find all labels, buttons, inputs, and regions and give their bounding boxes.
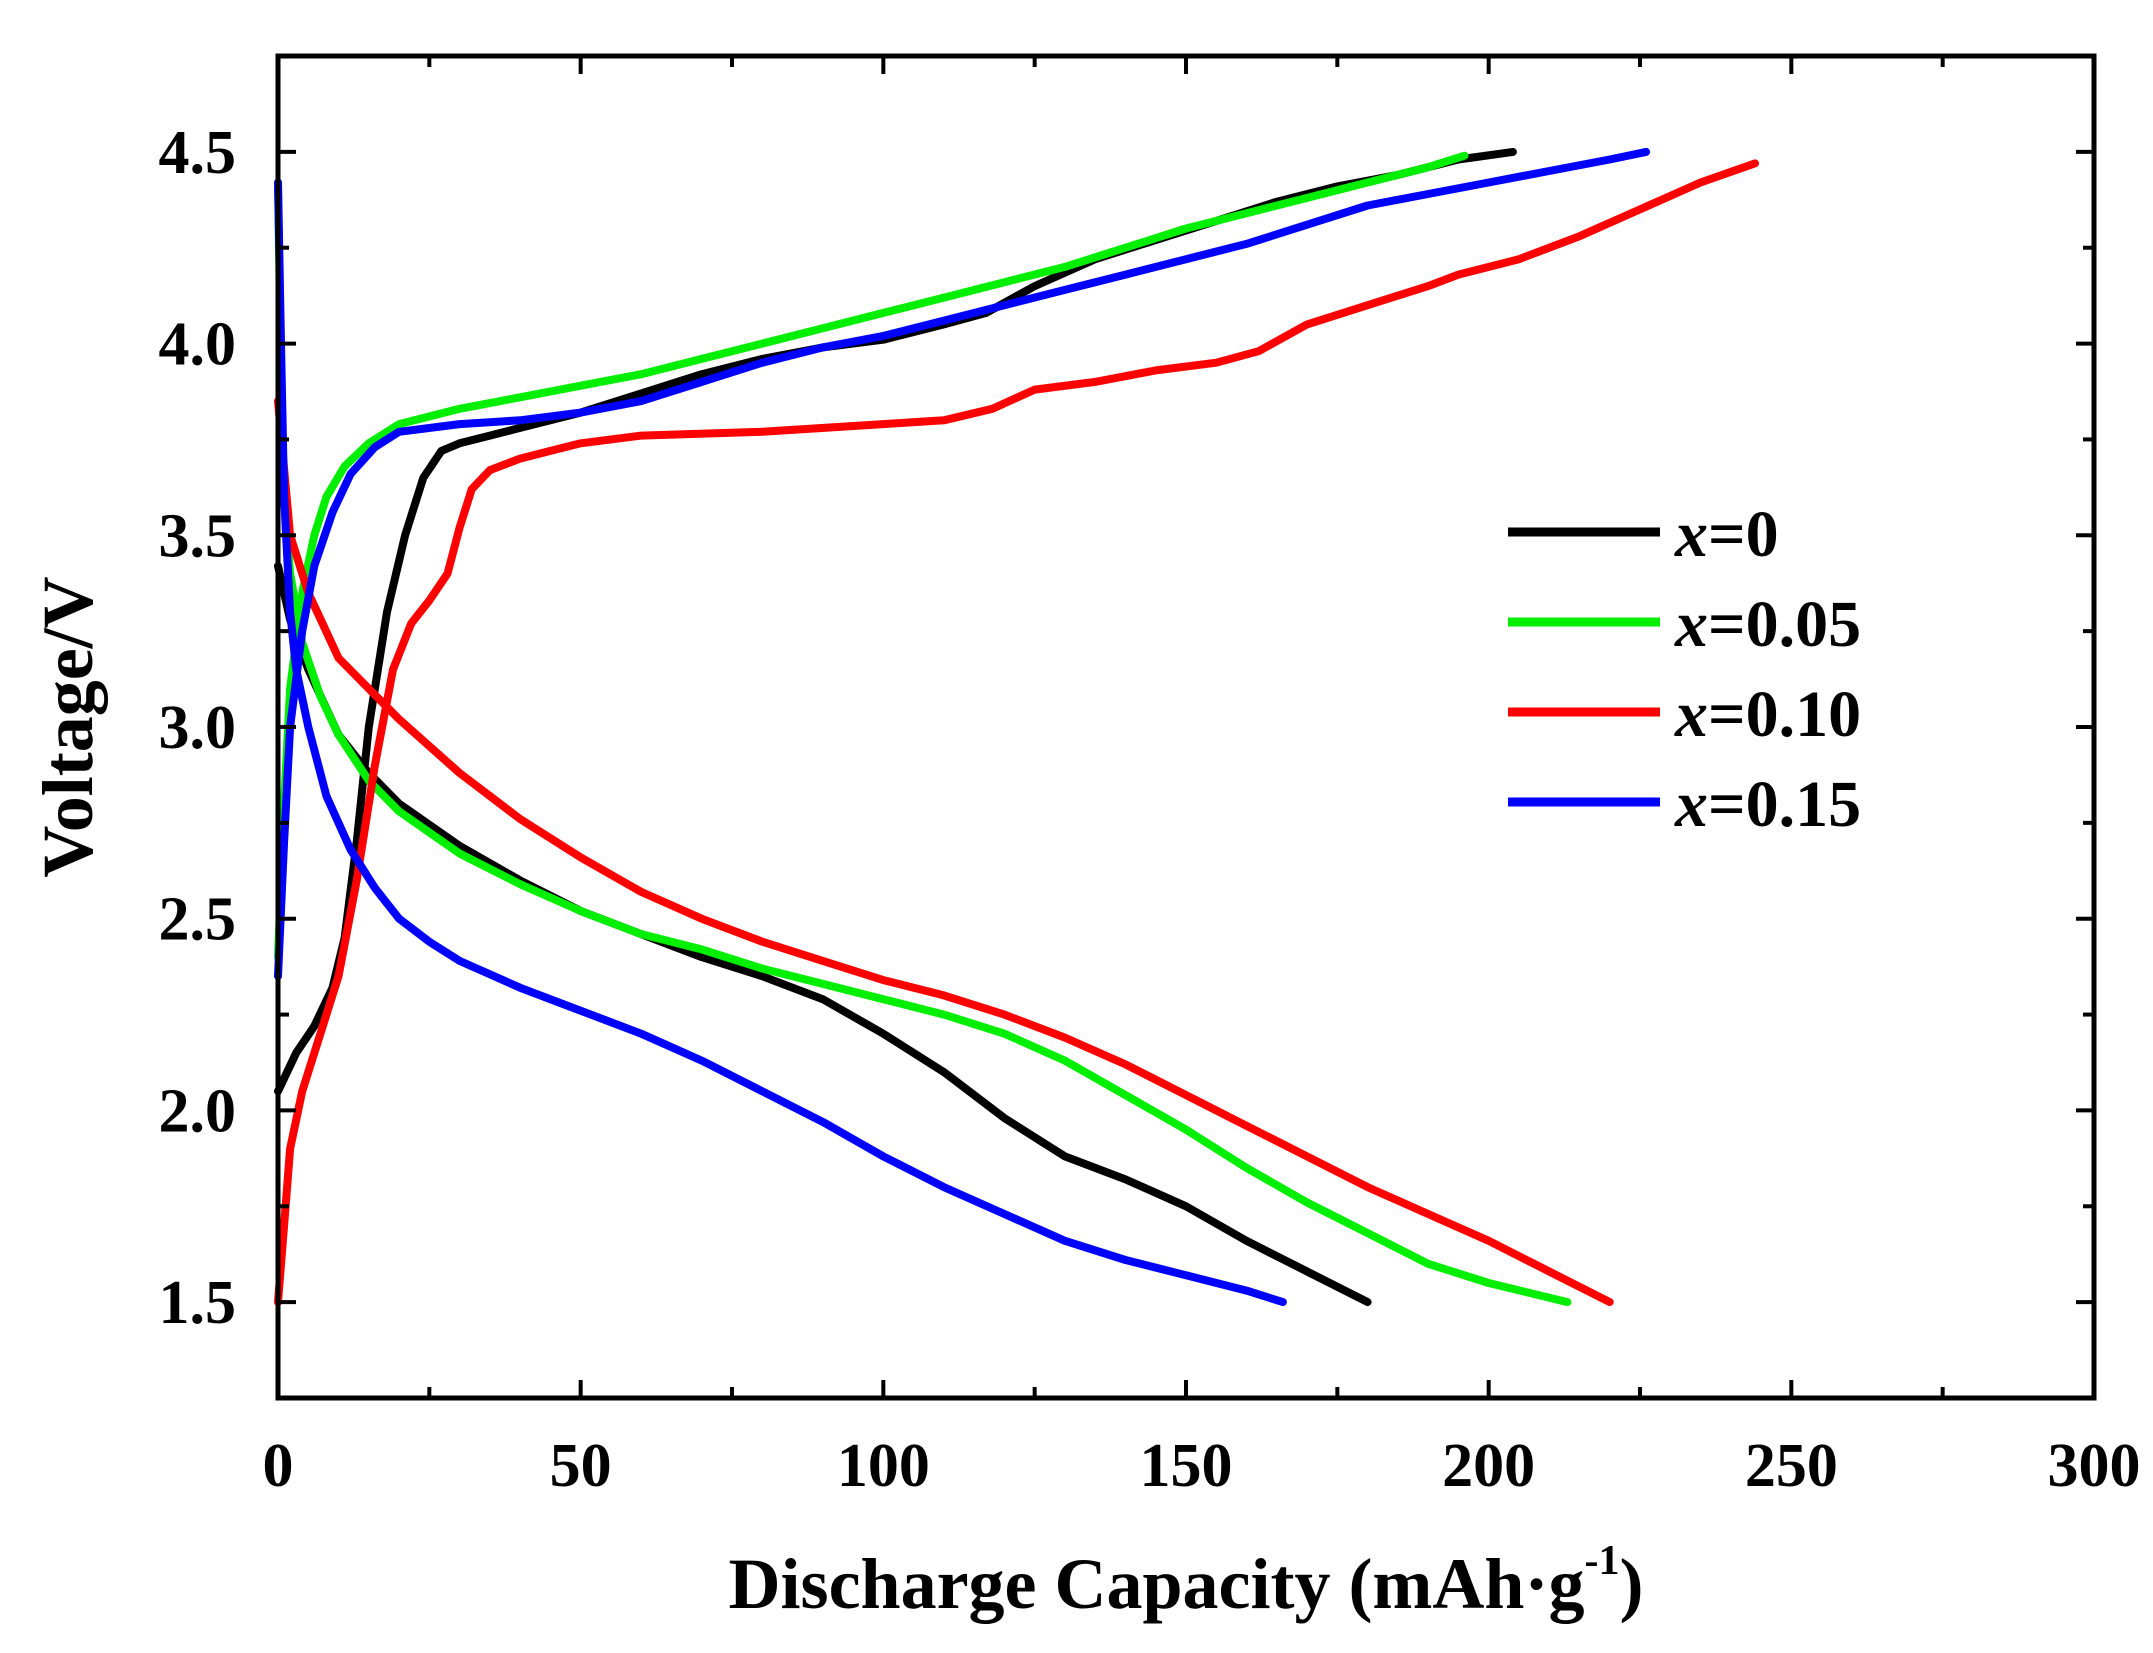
legend-value: =0.05 xyxy=(1708,588,1861,661)
x-tick-label: 50 xyxy=(550,1432,612,1500)
legend: x=0x=0.05x=0.10x=0.15 xyxy=(1508,498,1861,841)
x-axis-title-suffix: ) xyxy=(1619,1544,1643,1624)
x-tick-label: 200 xyxy=(1442,1432,1535,1500)
legend-variable: x xyxy=(1674,678,1708,751)
series-3-discharge-curve xyxy=(274,178,1287,1307)
x-tick-label: 300 xyxy=(2048,1432,2141,1500)
series-2-charge-curve xyxy=(274,159,1759,1307)
y-tick-label: 3.5 xyxy=(159,502,237,570)
legend-label-3: x=0.15 xyxy=(1674,768,1861,841)
y-tick-label: 4.0 xyxy=(159,311,237,379)
legend-label-2: x=0.10 xyxy=(1674,678,1861,751)
y-tick-label: 2.0 xyxy=(159,1077,237,1145)
x-tick-label: 250 xyxy=(1745,1432,1838,1500)
x-axis-title: Discharge Capacity (mAh·g-1) xyxy=(729,1538,1644,1624)
y-tick-label: 4.5 xyxy=(159,119,237,187)
series-1-discharge-curve xyxy=(274,178,1572,1307)
series-1-charge-curve xyxy=(274,151,1469,962)
legend-value: =0.10 xyxy=(1708,678,1861,751)
plot-area xyxy=(274,147,1759,1307)
legend-variable: x xyxy=(1674,498,1708,571)
legend-label-1: x=0.05 xyxy=(1674,588,1861,661)
legend-value: =0 xyxy=(1708,498,1779,571)
y-tick-label: 3.0 xyxy=(159,694,237,762)
series-3-charge-curve xyxy=(274,147,1651,981)
y-axis-title: Voltage/V xyxy=(28,576,108,877)
legend-variable: x xyxy=(1674,768,1708,841)
x-axis-title-superscript: -1 xyxy=(1584,1538,1619,1584)
legend-label-0: x=0 xyxy=(1674,498,1779,571)
x-tick-label: 150 xyxy=(1140,1432,1233,1500)
axis-ticks xyxy=(276,54,2096,1400)
series-2-discharge-curve xyxy=(274,397,1614,1307)
legend-value: =0.15 xyxy=(1708,768,1861,841)
y-tick-label: 2.5 xyxy=(159,886,237,954)
x-axis-title-main: Discharge Capacity (mAh·g xyxy=(729,1544,1585,1624)
x-tick-label: 100 xyxy=(837,1432,930,1500)
axis-tick-labels: 0 50 100 150 200 250 300 1.5 2.0 2.5 3.0 3.5 4.0 4.5 xyxy=(159,119,2141,1500)
x-tick-label: 0 xyxy=(263,1432,294,1500)
y-tick-label: 1.5 xyxy=(159,1269,237,1337)
legend-variable: x xyxy=(1674,588,1708,661)
